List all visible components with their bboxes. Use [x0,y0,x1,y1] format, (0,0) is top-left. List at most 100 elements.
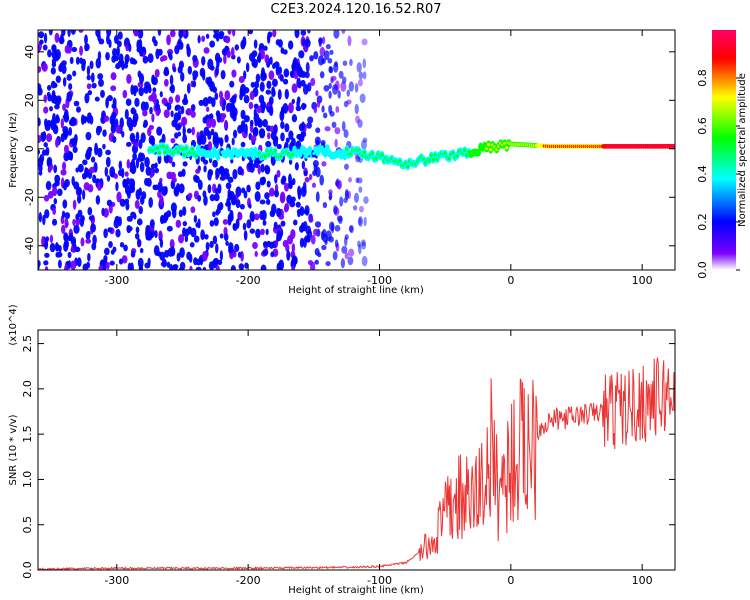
heatmap-cell [185,228,190,237]
heatmap-cell [60,33,64,44]
heatmap-cell [121,131,125,138]
heatmap-cell [222,218,228,225]
heatmap-cell [249,91,255,101]
heatmap-cell [313,164,318,173]
heatmap-cell [287,40,294,50]
heatmap-cell [79,45,84,56]
heatmap-cell [266,180,271,188]
heatmap-cell [203,195,208,206]
heatmap-cell [257,52,262,63]
heatmap-cell [362,137,368,143]
heatmap-cell [148,197,154,208]
heatmap-cell [249,228,256,234]
heatmap-cell [276,235,280,242]
heatmap-cell [134,97,140,108]
heatmap-cell [220,69,226,80]
heatmap-cell [212,235,218,245]
heatmap-cell [260,264,267,270]
heatmap-cell [46,91,51,98]
heatmap-cell [139,247,144,254]
heatmap-cell [197,218,201,229]
colorbar-tick-label: 0.2 [696,213,709,231]
heatmap-cell [90,156,96,163]
heatmap-cell [103,115,110,122]
heatmap-cell [262,45,268,51]
heatmap-cell [280,220,286,227]
heatmap-cell [192,54,198,62]
heatmap-cell [45,180,52,191]
heatmap-cell [55,251,61,258]
heatmap-cell [40,133,46,143]
heatmap-cell [73,224,80,234]
heatmap-cell [215,110,221,118]
heatmap-cell [178,30,184,39]
heatmap-cell [121,59,125,71]
heatmap-cell [267,132,271,140]
heatmap-cell [254,120,258,127]
heatmap-cell [243,95,250,104]
heatmap-cell [140,101,147,112]
heatmap-cell [167,247,174,257]
heatmap-cell [213,193,220,202]
heatmap-cell [163,109,170,118]
heatmap-cell [348,81,355,92]
heatmap-cell [124,54,130,63]
heatmap-cell [38,211,42,223]
x-tick-label: 0 [507,274,514,287]
heatmap-cell [287,102,294,114]
heatmap-cell [290,229,296,240]
heatmap-cell [259,81,265,92]
heatmap-cell [294,30,300,39]
heatmap-cell [94,96,100,102]
heatmap-cell [84,34,88,45]
heatmap-cell [319,46,326,57]
heatmap-cell [362,150,367,155]
heatmap-cell [44,209,50,219]
heatmap-cell [280,177,286,185]
y-tick-label: 20 [23,93,36,107]
heatmap-cell [139,161,145,173]
heatmap-cell [219,233,224,239]
heatmap-cell [210,153,214,157]
heatmap-cell [127,226,133,232]
heatmap-cell [102,262,107,270]
heatmap-cell [354,103,359,115]
heatmap-cell [176,183,180,191]
heatmap-cell [361,255,368,267]
heatmap-cell [257,118,264,128]
heatmap-cell [92,174,97,184]
heatmap-cell [291,177,296,186]
heatmap-cell [203,126,210,136]
heatmap-cell [159,91,163,98]
heatmap-cell [235,218,240,229]
heatmap-cell [54,97,61,107]
heatmap-cell [69,56,74,65]
heatmap-cell [116,191,122,203]
heatmap-cell [215,243,219,254]
heatmap-cell [69,151,74,161]
heatmap-cell [166,34,171,46]
heatmap-cell [178,183,185,194]
heatmap-cell [67,251,72,259]
heatmap-cell [284,202,290,212]
heatmap-cell [38,149,41,155]
heatmap-cell [50,67,56,75]
heatmap-cell [202,116,208,124]
heatmap-cell [54,174,61,184]
heatmap-cell [200,229,205,241]
heatmap-cell [197,35,201,44]
heatmap-cell [277,89,282,100]
heatmap-cell [265,228,269,236]
heatmap-cell [170,137,176,144]
heatmap-cell [182,153,187,157]
heatmap-cell [76,186,82,196]
heatmap-cell [209,194,216,202]
heatmap-cell [91,82,97,89]
heatmap-cell [245,62,250,73]
heatmap-cell [177,131,182,137]
heatmap-cell [126,141,132,147]
heatmap-cell [86,74,91,81]
heatmap-cell [157,181,163,193]
heatmap-cell [334,224,341,232]
heatmap-cell [239,203,245,210]
